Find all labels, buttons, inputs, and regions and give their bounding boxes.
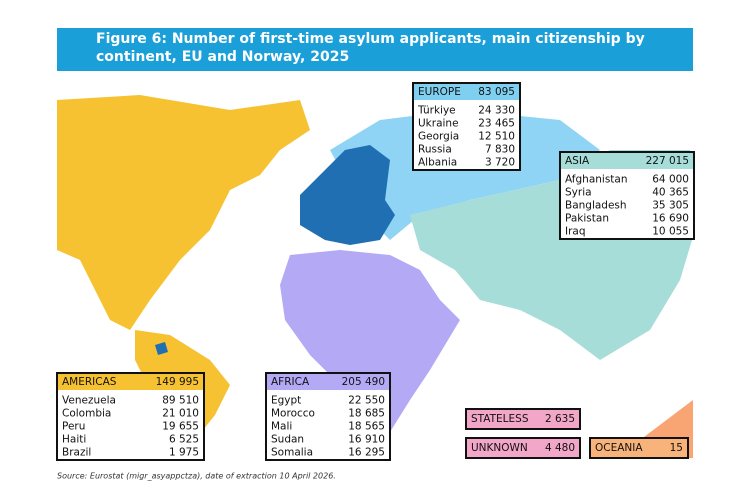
region-name: OCEANIA [595,442,643,454]
region-name: UNKNOWN [471,442,528,454]
region-total: 2 635 [545,413,575,425]
region-total: 149 995 [156,376,199,388]
country-value: 21 010 [162,408,199,420]
country-name: Russia [418,144,452,156]
title-box: Figure 6: Number of first-time asylum ap… [96,31,645,65]
region-name: ASIA [565,155,590,167]
country-value: 16 295 [348,447,385,459]
country-value: 16 690 [652,213,689,225]
country-name: Afghanistan [565,174,628,186]
source: Source: Eurostat (migr_asyappctza), date… [57,472,336,481]
country-name: Morocco [271,408,315,420]
region-total: 83 095 [478,86,515,98]
country-value: 35 305 [652,200,689,212]
country-name: Türkiye [417,105,456,117]
box-header [58,374,203,390]
region-name: AFRICA [271,376,310,388]
title: Figure 6: Number of first-time asylum ap… [96,31,645,65]
europe-east [330,110,600,240]
country-value: 24 330 [478,105,515,117]
country-value: 16 910 [348,434,385,446]
title-banner [57,28,693,71]
country-name: Syria [565,187,592,199]
region-total: 205 490 [342,376,385,388]
country-name: Egypt [271,395,301,407]
country-name: Ukraine [418,118,459,130]
country-name: Pakistan [565,213,609,225]
country-name: Sudan [271,434,304,446]
country-name: Venezuela [62,395,116,407]
region-total: 15 [670,442,683,454]
country-name: Peru [62,421,85,433]
country-name: Brazil [62,447,91,459]
country-value: 7 830 [485,144,515,156]
region-total: 227 015 [646,155,689,167]
country-name: Somalia [271,447,313,459]
box-header [561,153,693,169]
north-america [57,95,310,330]
region-name: AMERICAS [62,376,117,388]
eu-norway [300,145,395,245]
country-value: 89 510 [162,395,199,407]
country-value: 19 655 [162,421,199,433]
country-value: 3 720 [485,157,515,169]
box-header [467,439,579,457]
country-name: Albania [418,157,457,169]
box-header [414,84,519,100]
country-name: Bangladesh [565,200,627,212]
box-header [591,439,687,457]
country-name: Georgia [418,131,459,143]
africa [280,250,460,450]
country-value: 64 000 [652,174,689,186]
country-value: 18 685 [348,408,385,420]
country-value: 1 975 [169,447,199,459]
region-total: 4 480 [545,442,575,454]
box-header [267,374,389,390]
country-name: Colombia [62,408,111,420]
country-value: 22 550 [348,395,385,407]
country-name: Mali [271,421,292,433]
country-value: 18 565 [348,421,385,433]
french-guiana [155,342,168,355]
country-value: 6 525 [169,434,199,446]
country-name: Haiti [62,434,86,446]
region-name: STATELESS [471,413,529,425]
country-value: 23 465 [478,118,515,130]
country-value: 12 510 [478,131,515,143]
country-value: 10 055 [652,226,689,238]
box-header [467,410,579,428]
country-name: Iraq [565,226,586,238]
country-value: 40 365 [652,187,689,199]
region-name: EUROPE [418,86,461,98]
